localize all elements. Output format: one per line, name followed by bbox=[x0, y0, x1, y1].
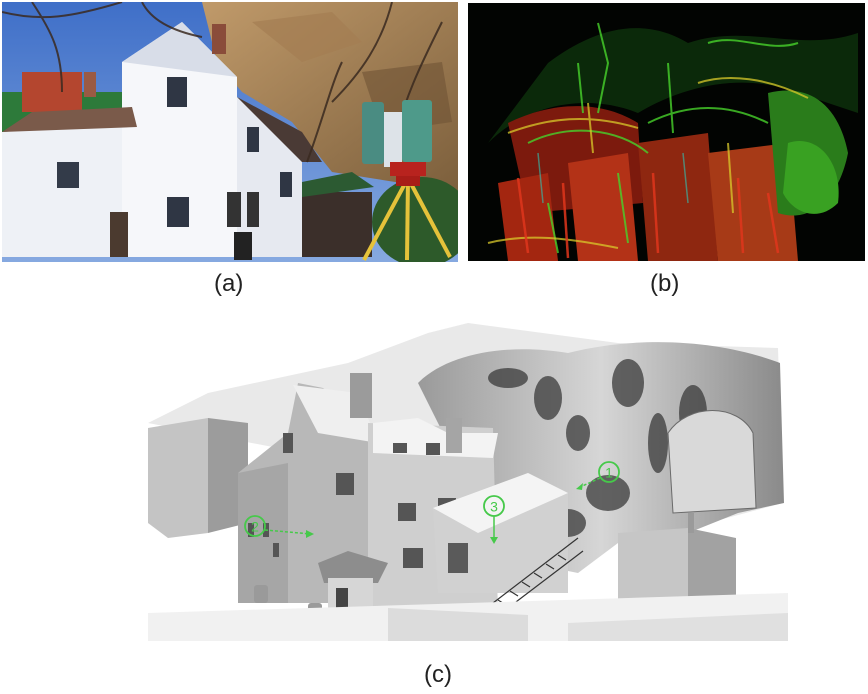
marker-2: 2 bbox=[244, 515, 314, 538]
photo-panel-a bbox=[2, 2, 458, 262]
marker-1: 1 bbox=[576, 461, 620, 490]
inn-photograph bbox=[2, 2, 458, 262]
caption-c: (c) bbox=[424, 661, 452, 688]
tripod-icon bbox=[362, 177, 452, 261]
building-3d-model: 1 2 3 bbox=[148, 323, 788, 641]
marker-3: 3 bbox=[483, 495, 505, 544]
marker-3-label: 3 bbox=[490, 499, 498, 515]
3d-model-panel-c: 1 2 3 bbox=[148, 323, 788, 641]
laser-scanner-icon bbox=[362, 100, 432, 176]
marker-2-label: 2 bbox=[251, 519, 259, 535]
point-cloud-panel-b bbox=[468, 3, 865, 261]
caption-b: (b) bbox=[650, 270, 680, 297]
caption-a: (a) bbox=[214, 270, 244, 297]
point-cloud-image bbox=[468, 3, 865, 261]
marker-1-label: 1 bbox=[605, 465, 613, 481]
